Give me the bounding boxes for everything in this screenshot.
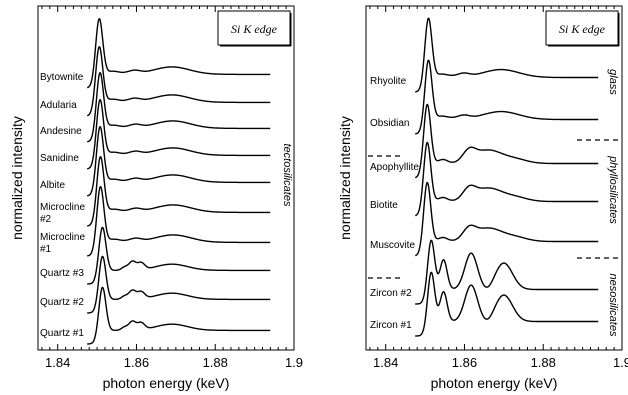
edge-label: Si K edge: [559, 22, 606, 36]
series-label: Rhyolite: [370, 76, 407, 87]
series-label: Apophyllite: [370, 162, 419, 173]
series-label: #2: [40, 214, 52, 225]
series-line: [415, 59, 599, 135]
y-axis-label: normalized intensity: [9, 116, 25, 240]
x-tick-label: 1.84: [373, 355, 398, 370]
series-label: Muscovite: [370, 240, 415, 251]
series-label: Zircon #1: [370, 320, 412, 331]
edge-label-box: [217, 10, 291, 46]
series-label: Bytownite: [40, 72, 84, 83]
x-axis-label: photon energy (keV): [431, 375, 558, 391]
series-line: [87, 286, 271, 345]
series-label: Quartz #1: [40, 328, 84, 339]
series-label: Albite: [40, 180, 65, 191]
x-tick-label: 1.9: [285, 355, 303, 370]
series-line: [415, 239, 599, 305]
group-label: glass: [607, 69, 619, 95]
series-line: [87, 156, 271, 227]
group-label: tectosilicates: [281, 144, 293, 207]
series-label: Andesine: [40, 126, 82, 137]
plot-frame: [365, 5, 623, 351]
series-label: Biotite: [370, 200, 398, 211]
chart-panel-1: 1.84 1.86 1.88 1.9 photon energy (keV) normal…: [9, 5, 303, 391]
x-tick-label: 1.88: [531, 355, 556, 370]
series-label: Quartz #3: [40, 268, 84, 279]
series-line: [86, 46, 271, 117]
group-label: nesosilicates: [607, 274, 619, 337]
x-tick-label: 1.86: [452, 355, 477, 370]
series-line: [87, 72, 271, 143]
series-label: Adularia: [40, 100, 77, 111]
series-line: [415, 103, 599, 179]
series-label: Microcline: [40, 232, 85, 243]
series-line: [86, 18, 271, 89]
x-axis-label: photon energy (keV): [103, 375, 230, 391]
series-label: Zircon #2: [370, 288, 412, 299]
series-line: [87, 126, 271, 197]
series-label: #1: [40, 244, 52, 255]
series-label: Quartz #2: [40, 297, 84, 308]
series-line: [87, 186, 271, 257]
x-tick-label: 1.9: [613, 355, 628, 370]
series-line: [415, 271, 599, 337]
series-label: Sanidine: [40, 153, 79, 164]
edge-label-box: [545, 10, 619, 46]
series-label: Microcline: [40, 202, 85, 213]
series-line: [87, 255, 271, 314]
series-line: [87, 99, 271, 170]
series-label: Obsidian: [370, 118, 409, 129]
series-line: [415, 17, 599, 93]
edge-label: Si K edge: [231, 22, 278, 36]
y-axis-label: normalized intensity: [337, 116, 353, 240]
series-line: [415, 141, 599, 217]
x-tick-label: 1.86: [124, 355, 149, 370]
plot-frame: [37, 5, 295, 351]
group-label: phyllosilicates: [607, 155, 619, 224]
chart-panel-2: 1.84 1.86 1.88 1.9 photon energy (keV) normal…: [337, 5, 628, 391]
x-tick-label: 1.88: [203, 355, 228, 370]
series-line: [87, 226, 271, 285]
series-line: [415, 181, 599, 257]
x-tick-label: 1.84: [45, 355, 70, 370]
